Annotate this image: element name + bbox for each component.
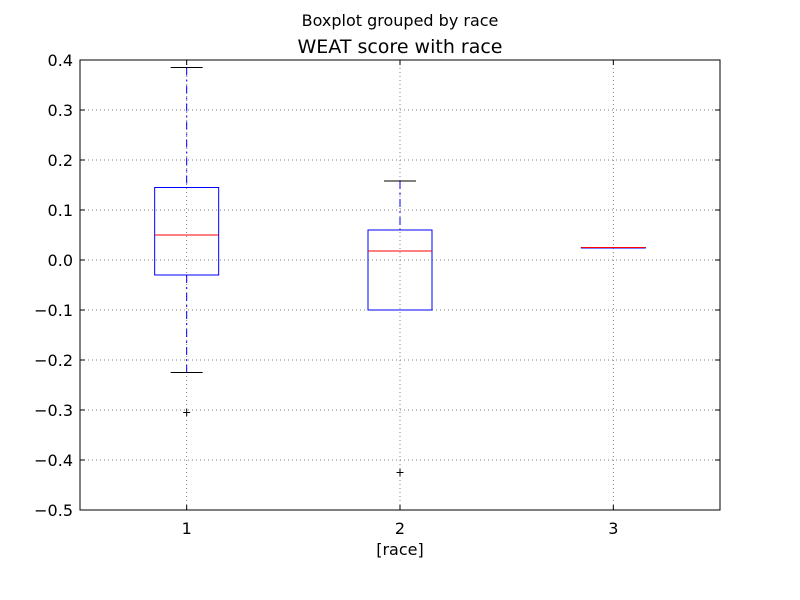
gridlines [80, 60, 720, 510]
y-tick-label: −0.2 [34, 351, 73, 370]
box-group-2 [367, 180, 433, 476]
box-group-1 [154, 67, 220, 416]
y-tick-label: −0.4 [34, 451, 73, 470]
y-tick-label: 0.0 [48, 251, 73, 270]
y-tick-label: −0.3 [34, 401, 73, 420]
outlier-marker [396, 469, 404, 476]
chart-title: WEAT score with race [298, 36, 503, 58]
x-tick-label: 2 [395, 519, 405, 538]
y-axis-ticks: 0.4 0.3 0.2 0.1 0.0 −0.1 −0.2 −0.3 −0.4 −0.5 [34, 51, 720, 520]
x-tick-label: 1 [182, 519, 192, 538]
y-tick-label: 0.3 [48, 101, 73, 120]
y-tick-label: 0.4 [48, 51, 73, 70]
plot-area-frame [79, 59, 721, 511]
x-axis-ticks: 1 2 3 [182, 60, 618, 538]
y-tick-label: 0.1 [48, 201, 73, 220]
y-tick-label: −0.5 [34, 501, 73, 520]
y-tick-label: 0.2 [48, 151, 73, 170]
box-group-3 [580, 247, 646, 249]
chart-suptitle: Boxplot grouped by race [302, 11, 499, 30]
iqr-box [367, 229, 433, 311]
box-series [154, 67, 646, 476]
x-axis-label: [race] [376, 540, 424, 559]
y-tick-label: −0.1 [34, 301, 73, 320]
outlier-marker [183, 409, 191, 416]
x-tick-label: 3 [608, 519, 618, 538]
iqr-box [154, 187, 220, 276]
